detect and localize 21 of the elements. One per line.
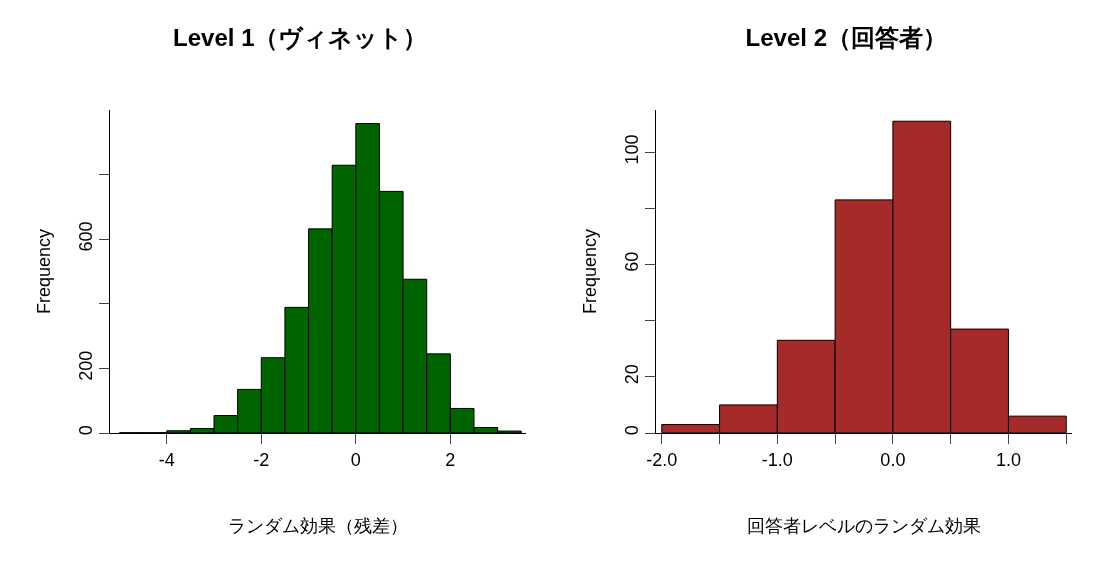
x-axis-title: 回答者レベルのランダム効果 <box>747 515 981 536</box>
x-tick-label: -2.0 <box>646 449 678 470</box>
x-tick-label: 0.0 <box>880 449 906 470</box>
x-tick-label: 0 <box>350 449 361 470</box>
x-tick-label: 1.0 <box>995 449 1021 470</box>
y-axis-title: Frequency <box>580 228 600 315</box>
y-tick-label: 600 <box>75 221 96 252</box>
y-tick-label: 100 <box>621 134 642 165</box>
y-tick-label: 0 <box>75 425 96 436</box>
y-axis-title: Frequency <box>34 228 54 315</box>
x-tick-label: -1.0 <box>761 449 793 470</box>
x-tick-label: -2 <box>253 449 270 470</box>
y-tick-label: 60 <box>621 251 642 272</box>
y-tick-label: 0 <box>621 425 642 436</box>
x-tick-label: 2 <box>445 449 456 470</box>
chart-title: Level 2（回答者） <box>745 23 947 51</box>
chart-title: Level 1（ヴィネット） <box>173 23 428 51</box>
y-tick-label: 20 <box>621 364 642 385</box>
x-axis-title: ランダム効果（残差） <box>228 515 408 536</box>
x-tick-label: -4 <box>158 449 175 470</box>
y-tick-label: 200 <box>75 350 96 381</box>
